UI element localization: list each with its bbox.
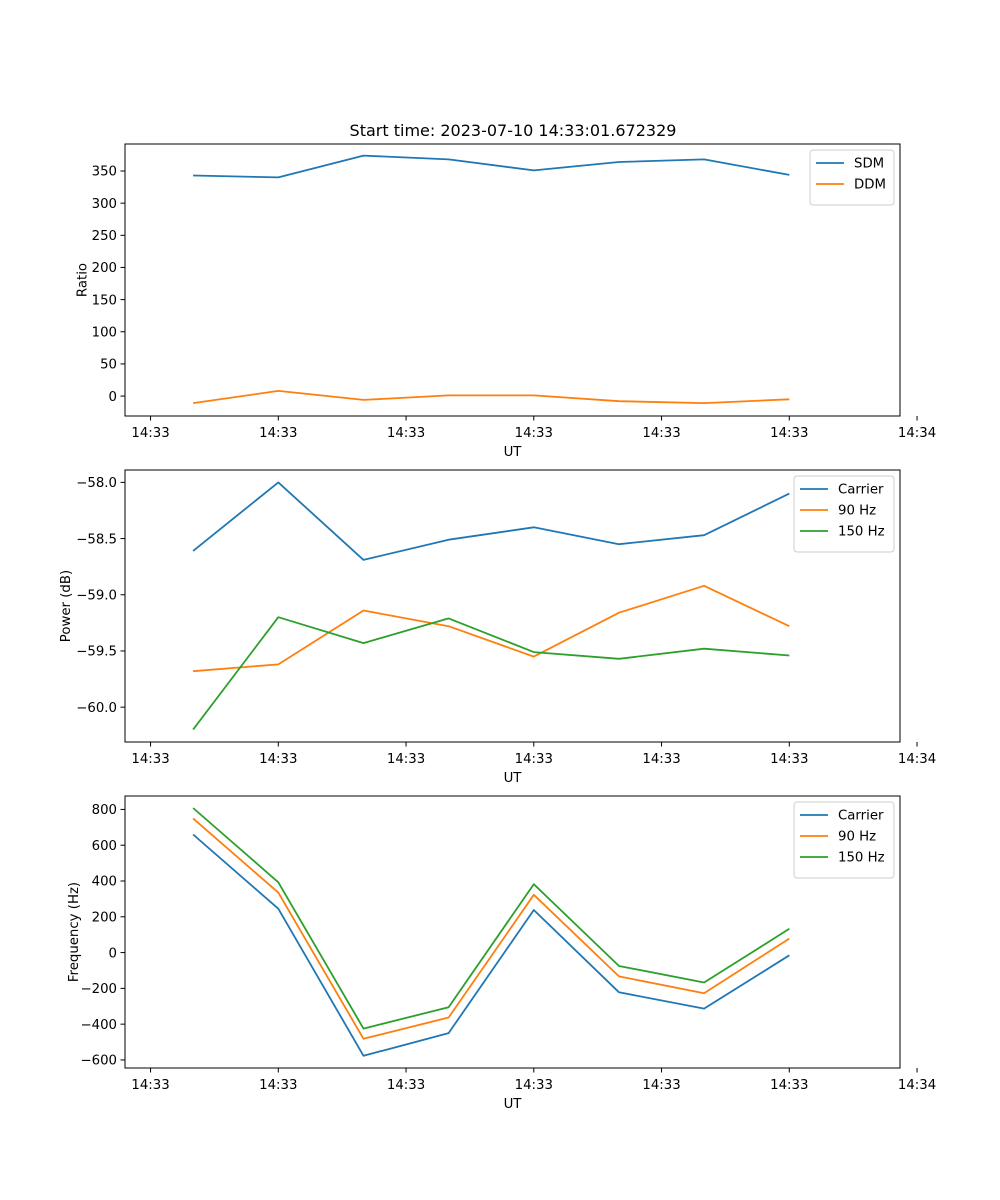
x-tick-label: 14:33 <box>259 752 297 767</box>
90-hz-legend-label: 90 Hz <box>838 830 876 845</box>
sdm-series-line <box>193 154 790 179</box>
90-hz-legend-label: 90 Hz <box>838 504 876 519</box>
x-tick-label: 14:34 <box>898 1078 936 1093</box>
y-tick-label: 800 <box>92 803 117 818</box>
y-tick-label: 200 <box>92 910 117 925</box>
y-tick-label: 0 <box>109 946 117 961</box>
frequency-y-axis-label: Frequency (Hz) <box>67 882 82 982</box>
y-tick-label: −400 <box>80 1018 117 1033</box>
x-tick-label: 14:33 <box>131 1078 169 1093</box>
frequency-legend <box>793 801 895 879</box>
y-tick-label: 400 <box>92 875 117 890</box>
y-tick-label: 150 <box>92 293 117 308</box>
y-tick-label: 300 <box>92 197 117 212</box>
y-tick-label: −58.5 <box>76 532 117 547</box>
150-hz-legend-label: 150 Hz <box>838 525 885 540</box>
y-tick-label: 250 <box>92 229 117 244</box>
frequency-x-axis-label: UT <box>504 1097 523 1112</box>
carrier-legend-label: Carrier <box>838 809 884 824</box>
y-tick-label: −58.0 <box>76 476 117 491</box>
90-hz-series-line <box>192 817 790 1040</box>
power-y-axis-label: Power (dB) <box>59 570 74 642</box>
x-tick-label: 14:33 <box>515 1078 553 1093</box>
x-tick-label: 14:33 <box>387 1078 425 1093</box>
sdm-legend-label: SDM <box>854 157 884 172</box>
y-tick-label: 50 <box>100 358 117 373</box>
power-legend <box>793 475 895 553</box>
x-tick-label: 14:33 <box>131 752 169 767</box>
x-tick-label: 14:34 <box>898 752 936 767</box>
y-tick-label: −59.5 <box>76 645 117 660</box>
x-tick-label: 14:33 <box>770 1078 808 1093</box>
x-tick-label: 14:33 <box>770 426 808 441</box>
150-hz-legend-label: 150 Hz <box>838 851 885 866</box>
y-tick-label: −59.0 <box>76 588 117 603</box>
y-tick-label: 200 <box>92 261 117 276</box>
x-tick-label: 14:34 <box>898 426 936 441</box>
y-tick-label: 600 <box>92 839 117 854</box>
x-tick-label: 14:33 <box>642 752 680 767</box>
carrier-series-line <box>192 833 790 1057</box>
ratio-panel: 14:33 14:33 14:33 14:33 14:33 14:33 14:34 0 50 10… <box>75 143 936 460</box>
x-tick-label: 14:33 <box>387 752 425 767</box>
ratio-x-axis-label: UT <box>504 445 523 460</box>
carrier-series-line <box>192 481 790 561</box>
ddm-series-line <box>192 389 790 405</box>
y-tick-label: −200 <box>80 982 117 997</box>
x-tick-label: 14:33 <box>515 426 553 441</box>
power-axes-frame <box>124 469 901 743</box>
x-tick-label: 14:33 <box>515 752 553 767</box>
90-hz-series-line <box>193 584 790 673</box>
y-tick-label: 350 <box>92 165 117 180</box>
150-hz-series-line <box>192 807 790 1030</box>
ratio-axes-frame <box>124 143 901 417</box>
power-x-axis-label: UT <box>504 771 523 786</box>
x-tick-label: 14:33 <box>131 426 169 441</box>
x-tick-label: 14:33 <box>259 426 297 441</box>
y-tick-label: 0 <box>109 390 117 405</box>
x-tick-label: 14:33 <box>642 426 680 441</box>
y-tick-label: −60.0 <box>76 701 117 716</box>
frequency-panel: 14:33 14:33 14:33 14:33 14:33 14:33 14:34 −600 −… <box>67 795 936 1112</box>
x-tick-label: 14:33 <box>387 426 425 441</box>
y-tick-label: −600 <box>80 1054 117 1069</box>
ratio-y-axis-label: Ratio <box>75 263 90 297</box>
x-tick-label: 14:33 <box>642 1078 680 1093</box>
figure-title: Start time: 2023-07-10 14:33:01.672329 <box>350 121 677 140</box>
y-tick-label: 100 <box>92 325 117 340</box>
150-hz-series-line <box>192 616 790 731</box>
carrier-legend-label: Carrier <box>838 483 884 498</box>
frequency-axes-frame <box>124 795 901 1069</box>
x-tick-label: 14:33 <box>770 752 808 767</box>
power-panel: 14:33 14:33 14:33 14:33 14:33 14:33 14:34 −60.0… <box>59 469 936 786</box>
ddm-legend-label: DDM <box>854 178 886 193</box>
x-tick-label: 14:33 <box>259 1078 297 1093</box>
